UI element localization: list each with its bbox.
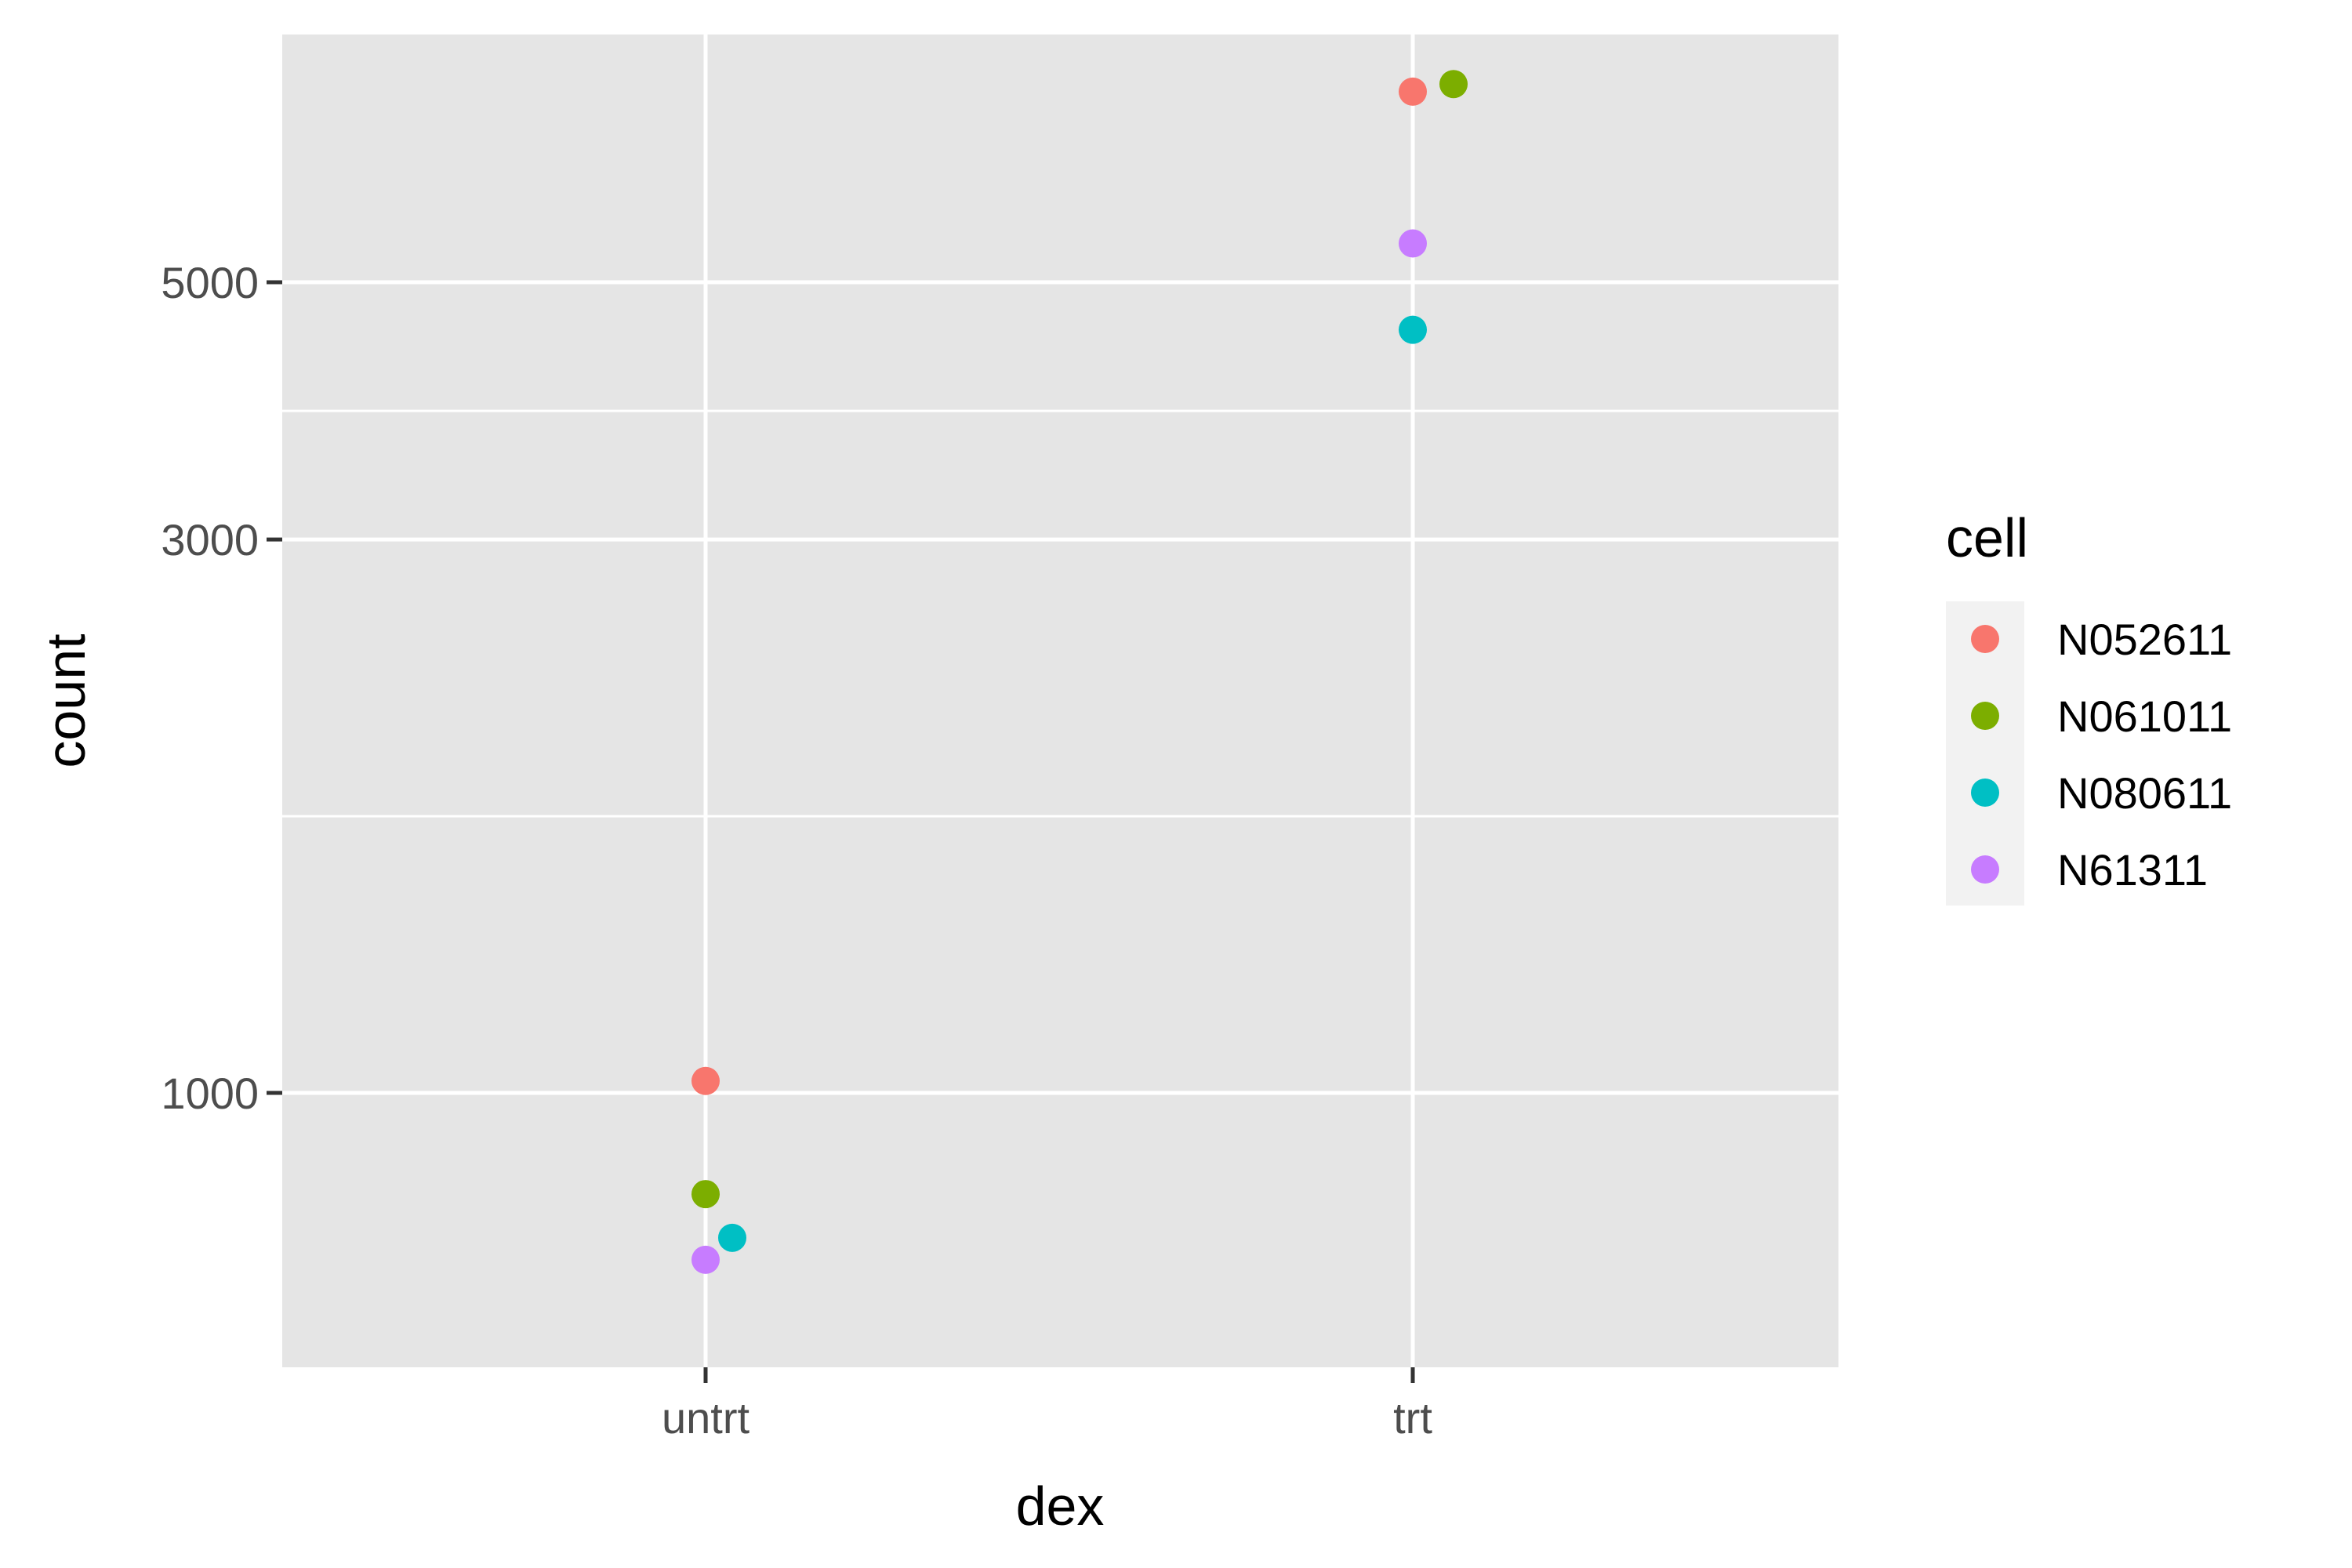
data-point-n052611-untrt [691, 1066, 720, 1095]
legend-label-n61311: N61311 [2057, 845, 2208, 895]
y-axis: 1000 3000 5000 [161, 258, 282, 1118]
data-point-n080611-untrt [718, 1223, 746, 1252]
y-tick-label: 3000 [161, 515, 259, 564]
data-points [691, 70, 1468, 1274]
x-tick-label: untrt [662, 1393, 750, 1443]
legend-label-n061011: N061011 [2057, 691, 2232, 741]
data-point-n052611-trt [1399, 77, 1427, 106]
legend-key-n080611 [1971, 779, 1999, 807]
x-tick-label: trt [1393, 1393, 1432, 1443]
plot-panel [282, 34, 1838, 1367]
legend: cell N052611 N061011 N080611 N61311 [1946, 507, 2232, 906]
data-point-n61311-trt [1399, 229, 1427, 258]
data-point-n061011-untrt [691, 1180, 720, 1209]
minor-gridlines [282, 409, 1838, 818]
data-point-n61311-untrt [691, 1245, 720, 1274]
legend-label-n052611: N052611 [2057, 615, 2232, 664]
legend-key-n052611 [1971, 625, 1999, 653]
y-tick-label: 1000 [161, 1069, 259, 1118]
x-axis: untrt trt [662, 1367, 1432, 1443]
y-axis-title: count [35, 633, 96, 768]
data-point-n080611-trt [1399, 315, 1427, 344]
legend-title: cell [1946, 507, 2028, 568]
x-axis-title: dex [1016, 1475, 1105, 1537]
legend-key-n061011 [1971, 702, 1999, 730]
legend-key-n61311 [1971, 855, 1999, 884]
data-point-n061011-trt [1439, 70, 1468, 99]
y-tick-label: 5000 [161, 258, 259, 307]
legend-label-n080611: N080611 [2057, 768, 2232, 818]
